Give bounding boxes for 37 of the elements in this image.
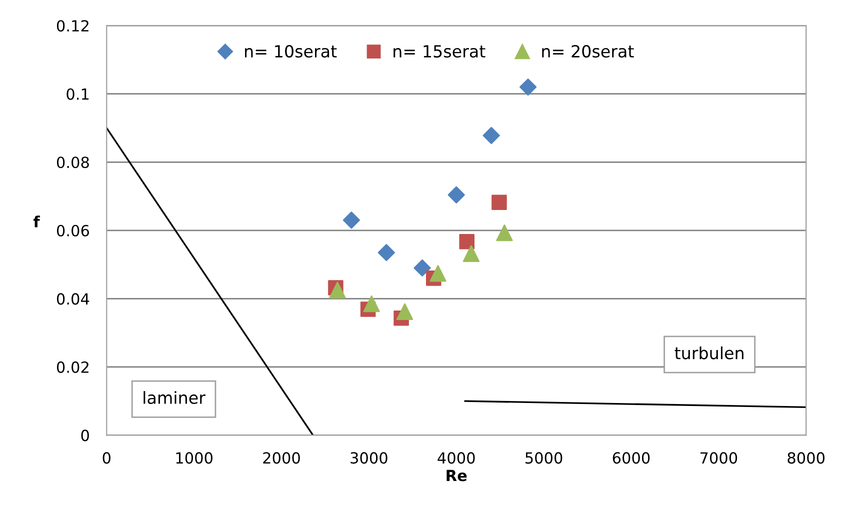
y-tick-label: 0.12 [56, 20, 88, 32]
point [496, 224, 513, 242]
y-tick-label: 0.06 [56, 224, 89, 236]
x-tick-label: 0 [102, 452, 110, 464]
point [520, 78, 537, 96]
point [430, 265, 446, 282]
point [482, 126, 500, 144]
y-axis-title: f [33, 216, 40, 228]
x-tick-label: 7000 [700, 452, 738, 464]
legend-label: n= 15serat [394, 45, 486, 58]
x-tick-label: 3000 [350, 452, 388, 464]
y-tick-label: 0 [81, 430, 89, 442]
point [459, 234, 474, 250]
annotation: turbulen [674, 346, 744, 360]
point [462, 245, 480, 262]
annotation: laminer [144, 391, 206, 404]
x-axis-title: Re [446, 470, 467, 482]
point [363, 295, 380, 312]
x-tick-label: 8000 [788, 452, 825, 464]
legend-label: n= 20serat [542, 44, 634, 58]
x-tick-label: 2000 [263, 452, 300, 464]
x-tick-label: 4000 [438, 452, 475, 464]
y-tick-label: 0.08 [56, 156, 89, 168]
point [448, 186, 465, 204]
point [342, 212, 360, 229]
y-tick-label: 0.02 [56, 361, 88, 373]
point [329, 282, 346, 298]
legend-label: n= 10serat [245, 44, 337, 58]
y-tick-label: 0.1 [66, 88, 89, 100]
x-tick-label: 6000 [612, 452, 650, 464]
point [492, 194, 507, 210]
x-tick-label: 1000 [176, 452, 212, 464]
x-tick-label: 5000 [526, 452, 562, 464]
point [396, 303, 414, 320]
y-tick-label: 0.04 [56, 293, 90, 305]
point [414, 259, 431, 276]
point [378, 244, 395, 262]
